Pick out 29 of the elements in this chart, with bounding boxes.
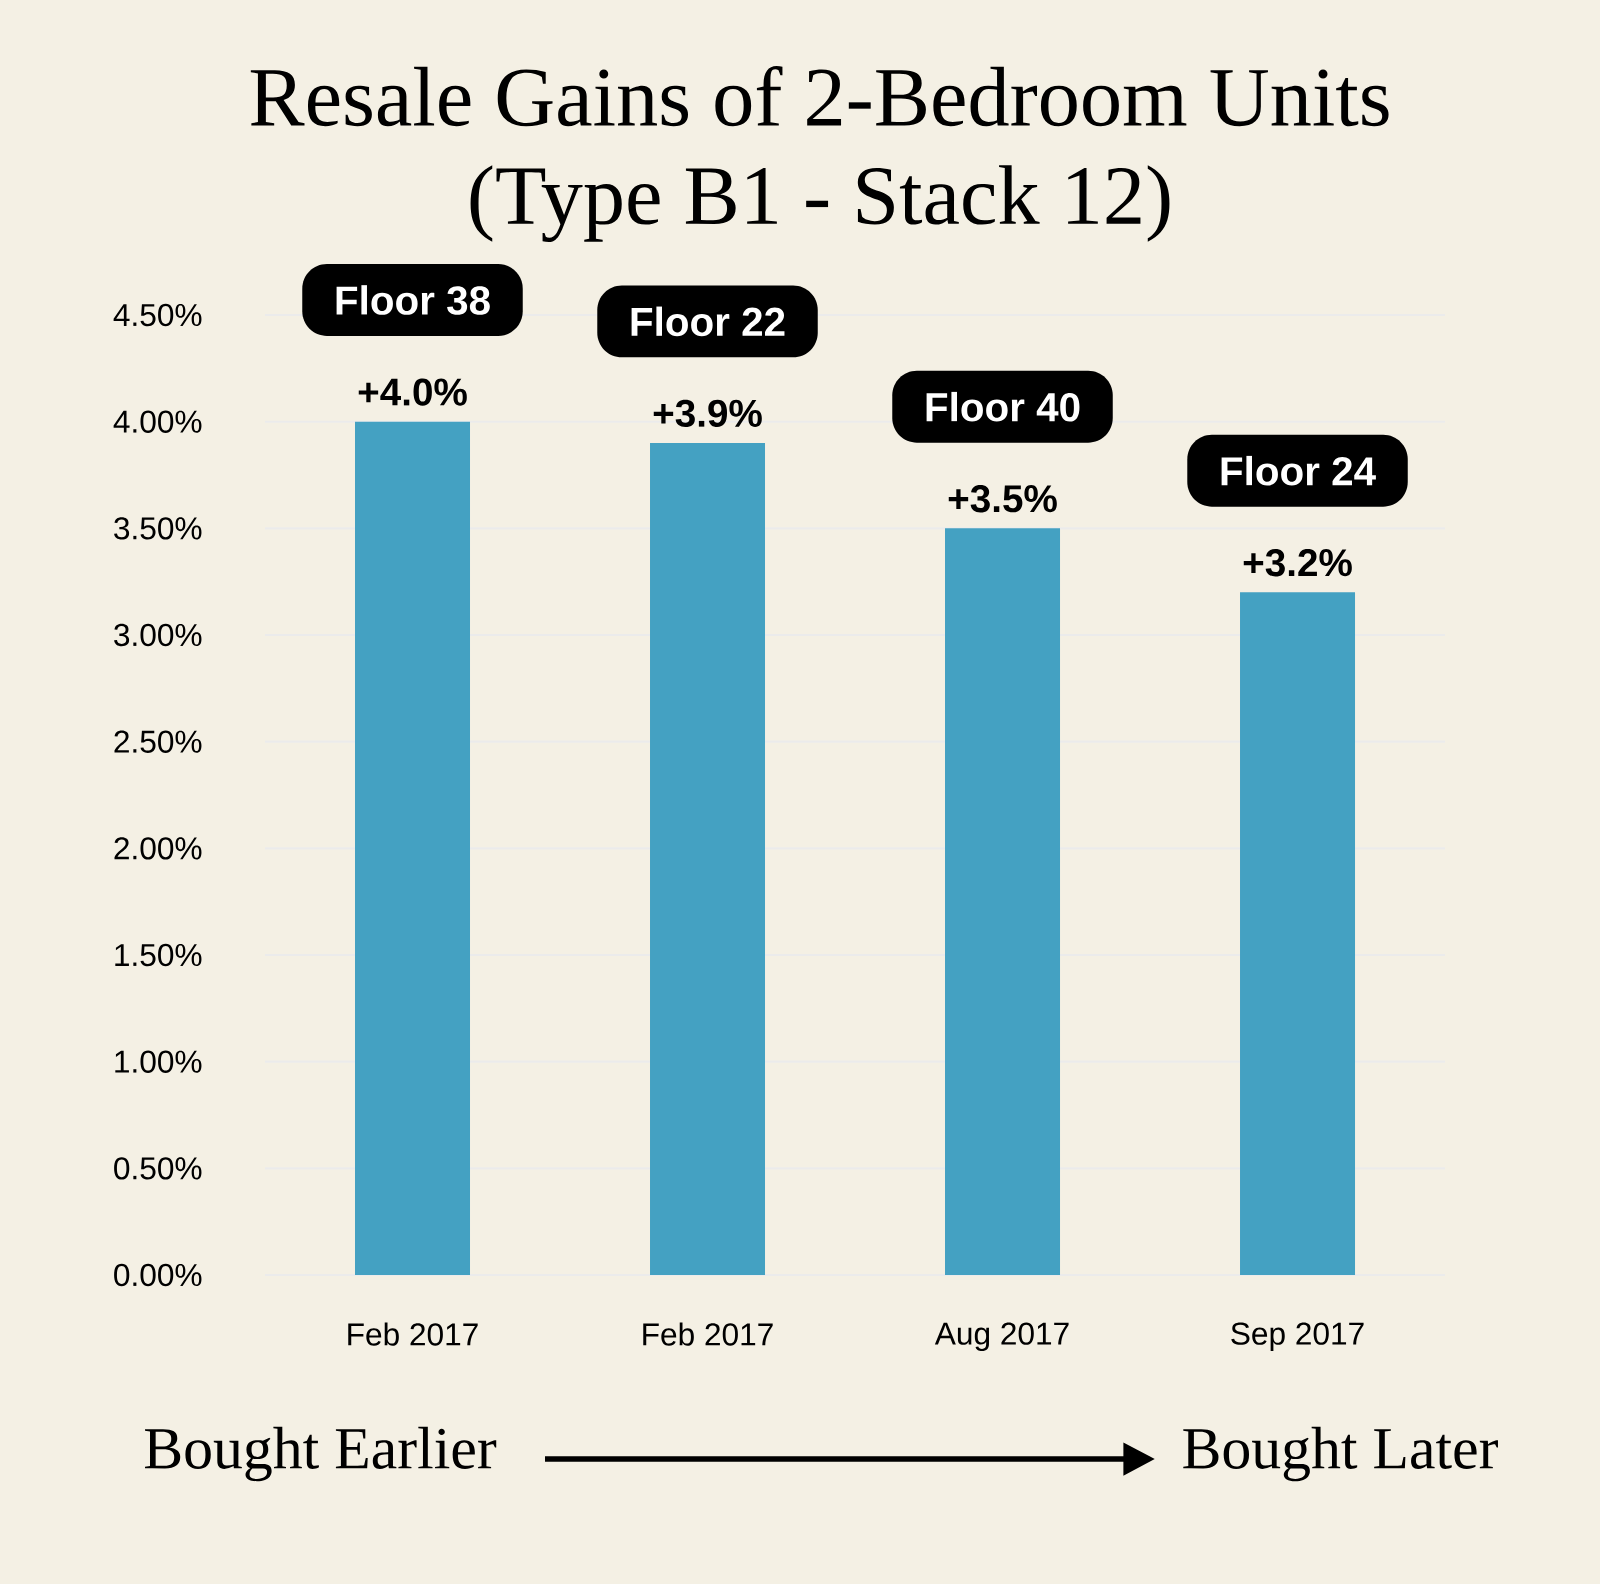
x-tick-label: Feb 2017 <box>348 1322 478 1346</box>
text: Floor 38 <box>336 285 490 315</box>
annotation: Floor 22 <box>631 306 785 337</box>
bar <box>650 443 766 1276</box>
text: Bought Later <box>1183 1426 1498 1482</box>
y-tick-label: 0.00% <box>114 1263 202 1287</box>
bar <box>355 421 471 1276</box>
annotation: Floor 24 <box>1221 455 1376 486</box>
y-tick-label: 1.00% <box>115 1050 202 1073</box>
bar <box>1240 592 1356 1276</box>
y-tick-label: 1.50% <box>115 943 202 967</box>
y-tick-label: 3.50% <box>114 517 202 540</box>
chart-title: Resale Gains of 2-Bedroom Units (Type B1 - Stack 12) <box>250 66 1389 242</box>
y-tick-label: 2.50% <box>114 730 202 753</box>
y-tick-label: 4.00% <box>113 410 202 433</box>
y-tick-label: 0.50% <box>114 1157 202 1180</box>
y-tick-label: 2.00% <box>114 837 202 860</box>
x-tick-label: Aug 2017 <box>934 1322 1069 1352</box>
text: Bought Earlier <box>145 1426 497 1482</box>
x-tick-label: Feb 2017 <box>643 1322 773 1346</box>
bar <box>945 528 1061 1276</box>
data-label: +4.0% <box>358 378 467 406</box>
data-label: +3.5% <box>948 485 1057 513</box>
x-tick-label: Sep 2017 <box>1231 1322 1364 1352</box>
y-tick-label: 4.50% <box>113 303 202 327</box>
annotation: Floor 40 <box>926 391 1080 422</box>
data-label: +3.9% <box>653 399 762 428</box>
data-label: +3.2% <box>1243 549 1352 577</box>
y-tick-label: 3.00% <box>114 623 202 647</box>
